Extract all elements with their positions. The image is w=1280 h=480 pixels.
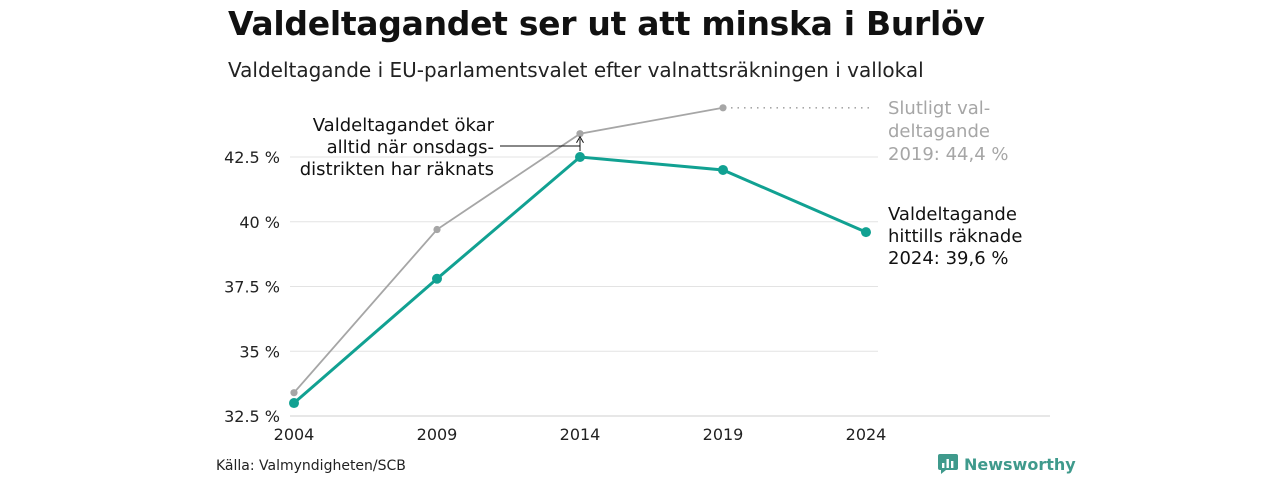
- data-point-final: [433, 225, 441, 234]
- chart-subtitle: Valdeltagande i EU-parlamentsvalet efter…: [228, 58, 924, 82]
- chart-title: Valdeltagandet ser ut att minska i Burlö…: [228, 4, 985, 43]
- current-series-label: Valdeltagande: [888, 204, 1017, 225]
- source-note: Källa: Valmyndigheten/SCB: [216, 458, 406, 474]
- final-series-label: deltagande: [888, 121, 990, 142]
- data-point-preliminary: [718, 164, 728, 175]
- y-tick-label: 40 %: [239, 213, 280, 232]
- x-tick-label: 2004: [274, 425, 315, 444]
- annotation-arrow-head: [576, 135, 584, 143]
- data-point-preliminary: [289, 398, 299, 409]
- data-point-final: [576, 130, 584, 138]
- x-tick-label: 2019: [703, 425, 744, 444]
- final-series-label: Slutligt val-: [888, 98, 990, 119]
- data-point-preliminary: [861, 227, 871, 238]
- data-point-preliminary: [575, 152, 585, 162]
- annotation-note: distrikten har räknats: [300, 159, 494, 180]
- data-point-preliminary: [432, 273, 442, 284]
- newsworthy-logo-icon: [938, 454, 958, 474]
- x-tick-label: 2009: [417, 425, 458, 444]
- y-tick-label: 32.5 %: [224, 407, 280, 426]
- y-tick-label: 42.5 %: [224, 148, 280, 167]
- final-series-label: 2019: 44,4 %: [888, 144, 1009, 165]
- series-line-preliminary: [293, 155, 867, 405]
- x-tick-label: 2014: [560, 425, 601, 444]
- x-tick-label: 2024: [846, 425, 887, 444]
- brand-name: Newsworthy: [964, 454, 1076, 474]
- series-line-final: [293, 106, 724, 394]
- annotation-note: alltid när onsdags-: [327, 137, 494, 158]
- brand[interactable]: Newsworthy: [938, 454, 1076, 474]
- current-series-label: hittills räknade: [888, 226, 1022, 247]
- annotation-note: Valdeltagandet ökar: [313, 115, 495, 136]
- current-series-label: 2024: 39,6 %: [888, 248, 1009, 269]
- data-point-final: [719, 104, 727, 112]
- data-point-final: [290, 389, 298, 397]
- y-tick-label: 35 %: [239, 342, 280, 361]
- y-tick-label: 37.5 %: [224, 278, 280, 297]
